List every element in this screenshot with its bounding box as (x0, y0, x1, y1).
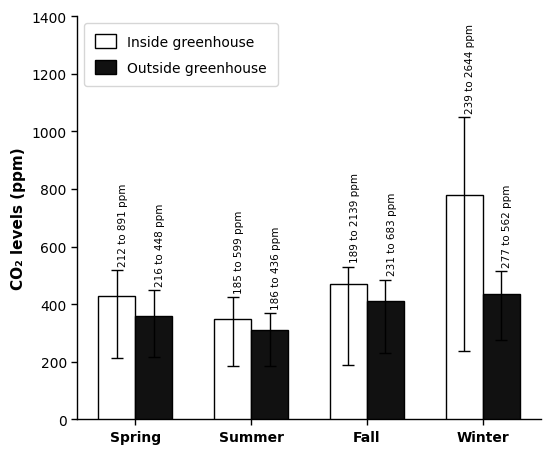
Text: 189 to 2139 ppm: 189 to 2139 ppm (349, 173, 359, 263)
Text: 277 to 562 ppm: 277 to 562 ppm (502, 184, 512, 267)
Text: 216 to 448 ppm: 216 to 448 ppm (155, 203, 165, 287)
Bar (330, 284, 367, 420)
Text: 239 to 2644 ppm: 239 to 2644 ppm (465, 24, 475, 113)
Text: 186 to 436 ppm: 186 to 436 ppm (271, 226, 281, 309)
Bar (251, 330, 288, 420)
Legend: Inside greenhouse, Outside greenhouse: Inside greenhouse, Outside greenhouse (84, 24, 278, 87)
Text: 212 to 891 ppm: 212 to 891 ppm (118, 183, 128, 266)
Bar (98, 296, 135, 420)
Bar (135, 316, 172, 420)
Bar (445, 195, 483, 420)
Text: 231 to 683 ppm: 231 to 683 ppm (386, 192, 397, 276)
Text: 185 to 599 ppm: 185 to 599 ppm (234, 210, 244, 293)
Y-axis label: CO₂ levels (ppm): CO₂ levels (ppm) (11, 147, 26, 289)
Bar (214, 319, 251, 420)
Bar (483, 294, 520, 420)
Bar (367, 302, 404, 420)
